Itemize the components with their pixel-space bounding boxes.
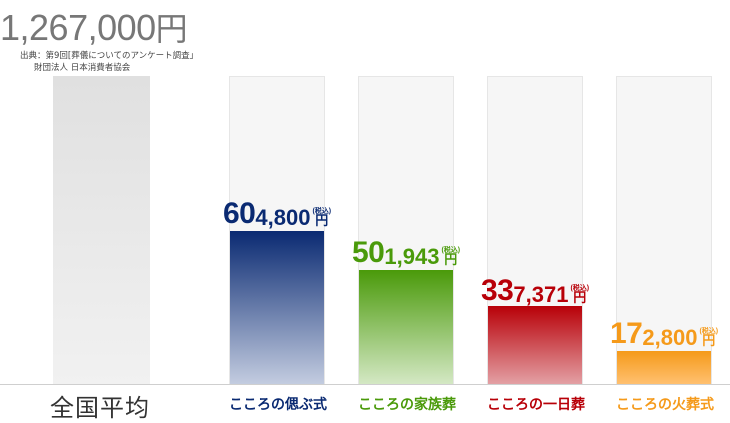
unit-block: (税込) 円 bbox=[441, 247, 460, 266]
value-label-shinobu: 60 4,800 (税込) 円 bbox=[223, 199, 331, 229]
category-label-shinobu[interactable]: こころの偲ぶ式 bbox=[229, 397, 327, 413]
value-label-ichinichiso: 33 7,371 (税込) 円 bbox=[481, 276, 589, 306]
tax-included-note: (税込) bbox=[312, 208, 332, 215]
category-label-ichinichiso[interactable]: こころの一日葬 bbox=[487, 397, 585, 413]
source-note: 出典：第9回[葬儀についてのアンケート調査」 財団法人 日本消費者協会 bbox=[20, 50, 198, 74]
category-label-national-average: 全国平均 bbox=[50, 394, 150, 422]
bar-ichinichiso bbox=[488, 306, 582, 384]
category-label-kasoushiki[interactable]: こころの火葬式 bbox=[616, 397, 714, 413]
plan-column-bg-4 bbox=[616, 76, 712, 384]
value-minor: 2,800 bbox=[642, 325, 698, 350]
tax-included-note: (税込) bbox=[570, 285, 590, 292]
value-label-kasoushiki: 17 2,800 (税込) 円 bbox=[610, 319, 718, 349]
tax-included-note: (税込) bbox=[441, 247, 461, 254]
unit-block: (税込) 円 bbox=[699, 328, 718, 347]
value-major: 50 bbox=[352, 236, 385, 269]
yen-symbol: 円 bbox=[702, 333, 716, 348]
bar-kasoushiki bbox=[617, 351, 711, 384]
value-major: 60 bbox=[223, 197, 256, 230]
yen-symbol: 円 bbox=[573, 290, 587, 305]
source-line-1: 出典：第9回[葬儀についてのアンケート調査」 bbox=[20, 51, 199, 61]
value-major: 33 bbox=[481, 274, 514, 307]
bar-shinobu bbox=[230, 231, 324, 384]
yen-symbol: 円 bbox=[444, 252, 458, 267]
category-label-kazokuso[interactable]: こころの家族葬 bbox=[358, 397, 456, 413]
national-average-yen: 円 bbox=[155, 11, 188, 47]
bar-kazokuso bbox=[359, 270, 453, 384]
value-minor: 4,800 bbox=[255, 205, 311, 230]
value-minor: 7,371 bbox=[513, 282, 569, 307]
source-line-2: 財団法人 日本消費者協会 bbox=[34, 63, 131, 73]
chart-baseline bbox=[0, 384, 730, 385]
value-label-kazokuso: 50 1,943 (税込) 円 bbox=[352, 238, 460, 268]
national-average-bar bbox=[53, 76, 150, 384]
unit-block: (税込) 円 bbox=[570, 285, 589, 304]
tax-included-note: (税込) bbox=[699, 328, 719, 335]
yen-symbol: 円 bbox=[315, 213, 329, 228]
national-average-total: 1,267,000円 bbox=[0, 7, 188, 49]
value-major: 17 bbox=[610, 317, 643, 350]
value-minor: 1,943 bbox=[384, 244, 440, 269]
national-average-amount: 1,267,000 bbox=[0, 7, 156, 48]
unit-block: (税込) 円 bbox=[312, 208, 331, 227]
